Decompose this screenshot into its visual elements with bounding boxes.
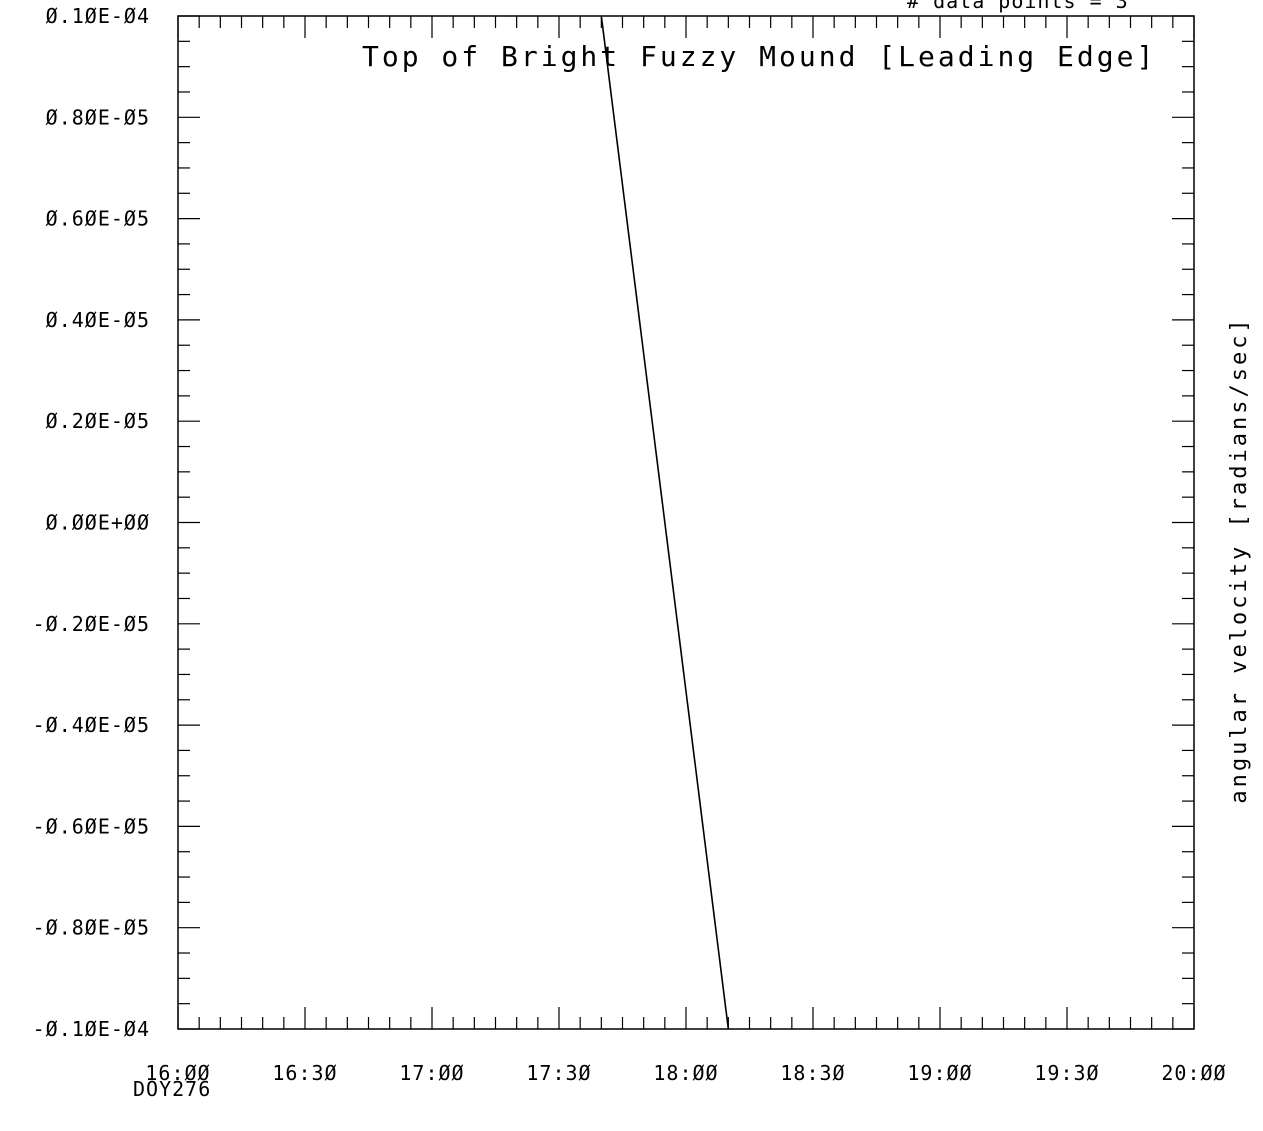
x-tick-label: 17:3Ø xyxy=(526,1061,591,1085)
x-tick-label: 16:3Ø xyxy=(272,1061,337,1085)
y-tick-labels: Ø.1ØE-Ø4 Ø.8ØE-Ø5 Ø.6ØE-Ø5 Ø.4ØE-Ø5 Ø.2ØE-Ø5… xyxy=(33,4,150,1041)
chart-title: Top of Bright Fuzzy Mound [Leading Edge] xyxy=(362,40,1156,73)
data-points-count: # data points = 3 xyxy=(907,0,1129,13)
y-tick-label: Ø.4ØE-Ø5 xyxy=(46,308,150,332)
y-tick-label: -Ø.1ØE-Ø4 xyxy=(33,1017,150,1041)
plot-frame xyxy=(178,16,1194,1029)
date-label: DOY276 xyxy=(133,1077,211,1101)
y-tick-label: Ø.6ØE-Ø5 xyxy=(46,207,150,231)
minor-ticks xyxy=(178,16,1194,1029)
x-tick-labels: 16:ØØ 16:3Ø 17:ØØ 17:3Ø 18:ØØ 18:3Ø 19:ØØ 19:3Ø… xyxy=(145,1061,1226,1085)
y-tick-label: Ø.8ØE-Ø5 xyxy=(46,105,150,129)
x-tick-label: 17:ØØ xyxy=(399,1061,464,1085)
y-tick-label: -Ø.6ØE-Ø5 xyxy=(33,814,150,838)
x-tick-label: 18:3Ø xyxy=(780,1061,845,1085)
x-tick-label: 18:ØØ xyxy=(653,1061,718,1085)
y-tick-label: -Ø.2ØE-Ø5 xyxy=(33,612,150,636)
y-axis-label: angular velocity [radians/sec] xyxy=(1227,316,1252,803)
y-tick-label: -Ø.4ØE-Ø5 xyxy=(33,713,150,737)
x-tick-label: 19:3Ø xyxy=(1034,1061,1099,1085)
y-tick-label: Ø.1ØE-Ø4 xyxy=(46,4,150,28)
y-tick-label: -Ø.8ØE-Ø5 xyxy=(33,916,150,940)
x-tick-label: 20:ØØ xyxy=(1161,1061,1226,1085)
x-tick-label: 19:ØØ xyxy=(907,1061,972,1085)
y-tick-label: Ø.2ØE-Ø5 xyxy=(46,409,150,433)
y-tick-label: Ø.ØØE+ØØ xyxy=(46,511,150,535)
series-line xyxy=(601,16,728,1029)
plot-area xyxy=(178,16,1194,1029)
series-layer xyxy=(601,16,728,1029)
